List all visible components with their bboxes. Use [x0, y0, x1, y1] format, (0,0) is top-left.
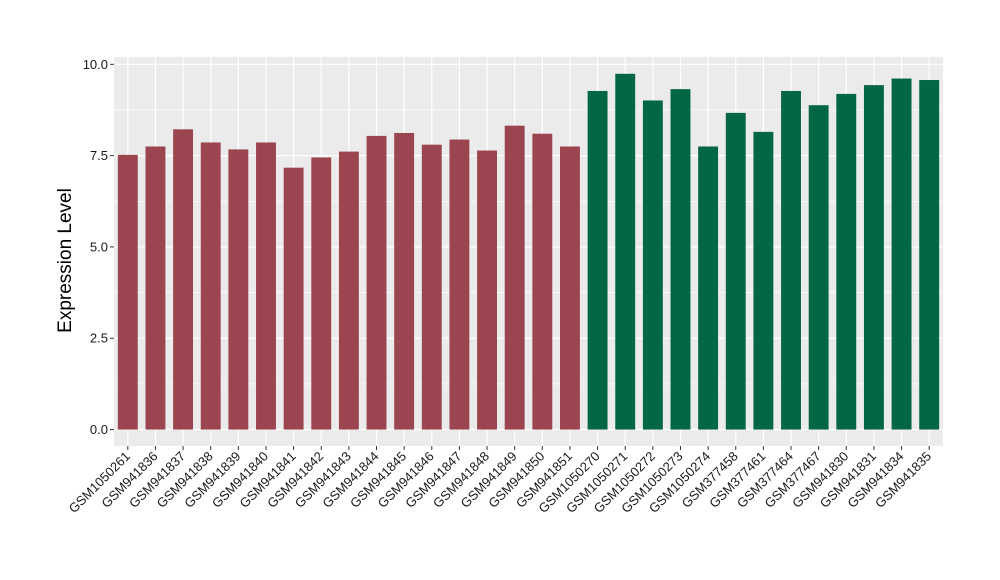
bar-gsm1050273	[670, 89, 691, 430]
bar-gsm377464	[781, 90, 801, 430]
bar-gsm941834	[891, 78, 912, 430]
bar-gsm941839	[228, 149, 249, 430]
bar-gsm941843	[338, 151, 359, 430]
y-tick-label: 5.0	[90, 239, 108, 254]
bar-gsm941851	[560, 146, 580, 430]
bar-gsm941849	[504, 125, 525, 430]
bar-gsm941844	[366, 135, 387, 430]
plot-panel	[114, 57, 943, 446]
y-tick-label: 0.0	[90, 422, 108, 437]
y-axis: 0.0 2.5 5.0 7.5 10.0	[83, 57, 114, 437]
bars	[117, 73, 940, 430]
bar-gsm941837	[173, 129, 194, 430]
bar-gsm941848	[477, 150, 497, 430]
bar-gsm941846	[421, 144, 442, 430]
bar-gsm941845	[394, 132, 415, 430]
bar-gsm1050261	[117, 154, 138, 430]
bar-gsm377458	[725, 112, 746, 430]
bar-gsm941830	[836, 93, 857, 430]
bar-gsm941835	[919, 80, 940, 430]
bar-gsm1050274	[698, 146, 719, 430]
bar-gsm941847	[449, 139, 470, 430]
bar-gsm941842	[311, 157, 332, 430]
bar-gsm941841	[283, 167, 304, 430]
bar-gsm1050271	[615, 73, 636, 430]
y-tick-label: 2.5	[90, 331, 108, 346]
bar-gsm941850	[532, 133, 553, 430]
bar-gsm1050272	[642, 100, 663, 430]
y-tick-label: 10.0	[83, 57, 108, 72]
bar-gsm377461	[753, 131, 774, 430]
bar-gsm941836	[145, 146, 166, 430]
bar-gsm941831	[863, 85, 884, 430]
bar-gsm377467	[808, 105, 829, 430]
x-axis: GSM1050261GSM941836GSM941837GSM941838GSM…	[66, 446, 934, 516]
y-tick-label: 7.5	[90, 148, 108, 163]
y-axis-title: Expression Level	[55, 188, 76, 333]
bar-gsm941838	[200, 142, 221, 430]
bar-gsm941840	[256, 142, 276, 430]
bar-gsm1050270	[587, 90, 608, 430]
